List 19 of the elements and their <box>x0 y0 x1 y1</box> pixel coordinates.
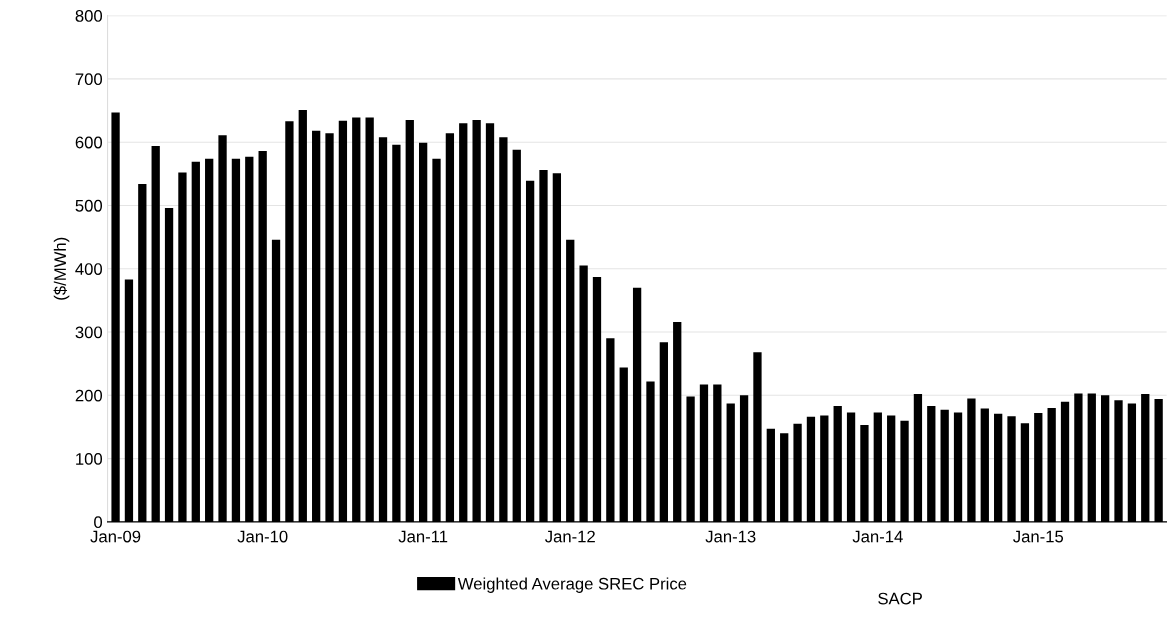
x-tick-label: Jan-14 <box>852 530 903 543</box>
y-tick-label: 0 <box>94 516 103 529</box>
y-tick-label: 700 <box>75 73 103 86</box>
x-tick-label: Jan-13 <box>705 530 756 543</box>
x-tick-label: Jan-11 <box>398 530 448 543</box>
x-tick-label: Jan-15 <box>1013 530 1064 543</box>
text: SACP <box>878 592 922 605</box>
x-tick-label: Jan-12 <box>545 530 595 543</box>
y-tick-label: 400 <box>75 263 103 275</box>
y-tick-label: 500 <box>75 199 103 212</box>
y-tick-label: 200 <box>75 389 103 402</box>
y-tick-label: 600 <box>75 136 103 149</box>
y-axis-title: ($/MWh) <box>53 237 70 300</box>
legend-label: Weighted Average SREC Price <box>457 577 687 593</box>
x-tick-label: Jan-09 <box>90 530 141 543</box>
y-tick-label: 800 <box>75 10 103 22</box>
y-tick-label: 100 <box>76 452 103 465</box>
y-tick-label: 300 <box>75 326 103 339</box>
x-tick-label: Jan-10 <box>237 530 288 543</box>
